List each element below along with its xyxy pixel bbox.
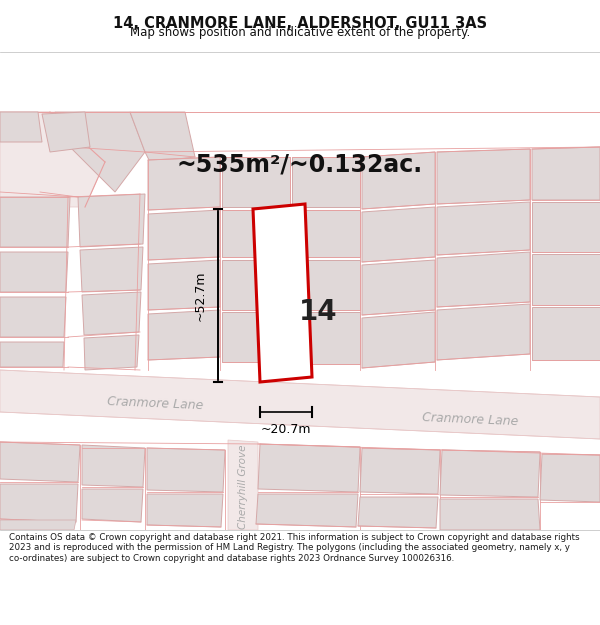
Polygon shape <box>148 210 220 260</box>
Polygon shape <box>147 494 223 527</box>
Polygon shape <box>0 252 68 292</box>
Polygon shape <box>258 444 360 492</box>
Polygon shape <box>0 370 600 439</box>
Text: Cranmore Lane: Cranmore Lane <box>107 396 203 412</box>
Polygon shape <box>148 310 220 360</box>
Polygon shape <box>362 152 435 209</box>
Polygon shape <box>0 442 80 482</box>
Polygon shape <box>532 202 600 252</box>
Text: 14, CRANMORE LANE, ALDERSHOT, GU11 3AS: 14, CRANMORE LANE, ALDERSHOT, GU11 3AS <box>113 16 487 31</box>
Polygon shape <box>148 157 220 210</box>
Polygon shape <box>256 494 358 527</box>
Polygon shape <box>42 112 90 152</box>
Polygon shape <box>437 252 530 307</box>
Text: Cherryhill Grove: Cherryhill Grove <box>238 445 248 529</box>
Polygon shape <box>82 489 143 522</box>
Polygon shape <box>292 210 360 257</box>
Polygon shape <box>0 342 64 367</box>
Polygon shape <box>222 157 290 207</box>
Polygon shape <box>440 450 540 497</box>
Polygon shape <box>0 297 66 337</box>
Polygon shape <box>148 260 220 310</box>
Polygon shape <box>437 149 530 204</box>
Text: ~52.7m: ~52.7m <box>193 270 206 321</box>
Polygon shape <box>0 484 78 522</box>
Polygon shape <box>55 112 145 192</box>
Text: 14: 14 <box>299 298 337 326</box>
Polygon shape <box>532 147 600 200</box>
Text: Contains OS data © Crown copyright and database right 2021. This information is : Contains OS data © Crown copyright and d… <box>9 533 580 562</box>
Polygon shape <box>358 497 438 528</box>
Polygon shape <box>292 260 360 310</box>
Text: Cranmore Lane: Cranmore Lane <box>422 411 518 429</box>
Polygon shape <box>147 448 225 492</box>
Polygon shape <box>84 335 139 370</box>
Polygon shape <box>292 312 360 364</box>
Polygon shape <box>222 312 290 362</box>
Polygon shape <box>0 112 70 192</box>
Polygon shape <box>222 210 290 257</box>
Polygon shape <box>437 202 530 255</box>
Polygon shape <box>222 260 290 310</box>
Polygon shape <box>532 307 600 360</box>
Polygon shape <box>228 440 258 530</box>
Polygon shape <box>437 304 530 360</box>
Polygon shape <box>292 157 360 207</box>
Polygon shape <box>82 292 141 335</box>
Polygon shape <box>362 260 435 315</box>
Polygon shape <box>540 454 600 502</box>
Text: ~535m²/~0.132ac.: ~535m²/~0.132ac. <box>177 152 423 176</box>
Polygon shape <box>0 520 76 530</box>
Polygon shape <box>0 197 70 247</box>
Polygon shape <box>0 112 42 142</box>
Text: Map shows position and indicative extent of the property.: Map shows position and indicative extent… <box>130 26 470 39</box>
Polygon shape <box>253 204 312 382</box>
Polygon shape <box>130 112 195 162</box>
Polygon shape <box>82 445 145 487</box>
Polygon shape <box>532 254 600 305</box>
Polygon shape <box>440 499 540 530</box>
Polygon shape <box>360 448 440 494</box>
Polygon shape <box>80 247 143 292</box>
Polygon shape <box>78 194 145 247</box>
Polygon shape <box>0 112 105 207</box>
Polygon shape <box>362 207 435 262</box>
Text: ~20.7m: ~20.7m <box>261 424 311 436</box>
Polygon shape <box>362 312 435 368</box>
